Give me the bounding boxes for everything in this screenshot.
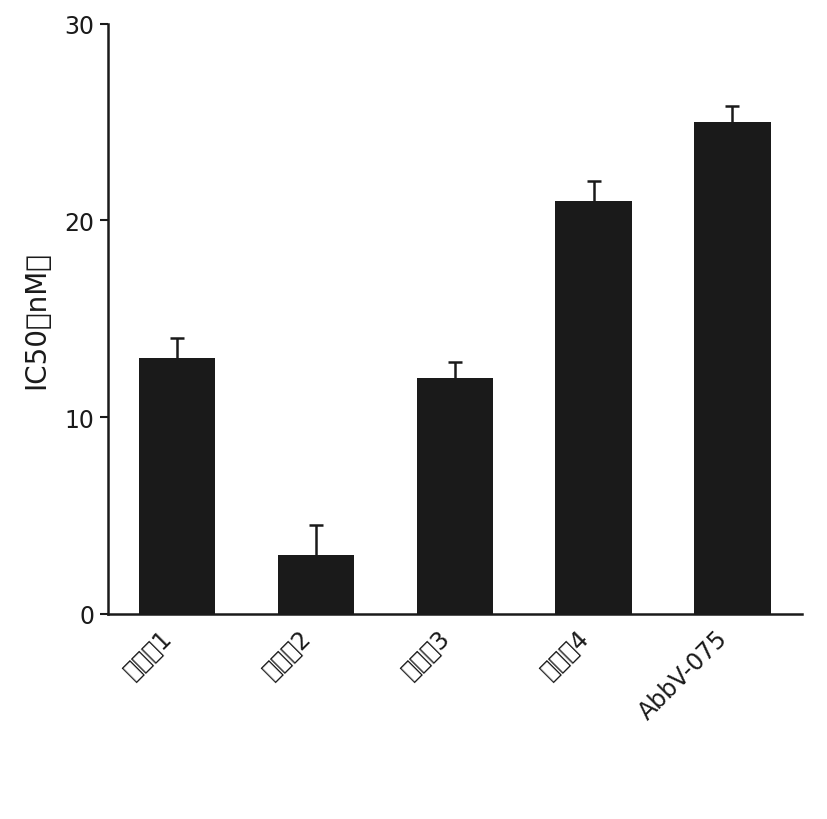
- Y-axis label: IC50（nM）: IC50（nM）: [22, 251, 50, 388]
- Bar: [695, 123, 771, 614]
- Bar: [139, 359, 215, 614]
- Bar: [278, 555, 354, 614]
- Bar: [556, 201, 632, 614]
- Bar: [417, 378, 493, 614]
